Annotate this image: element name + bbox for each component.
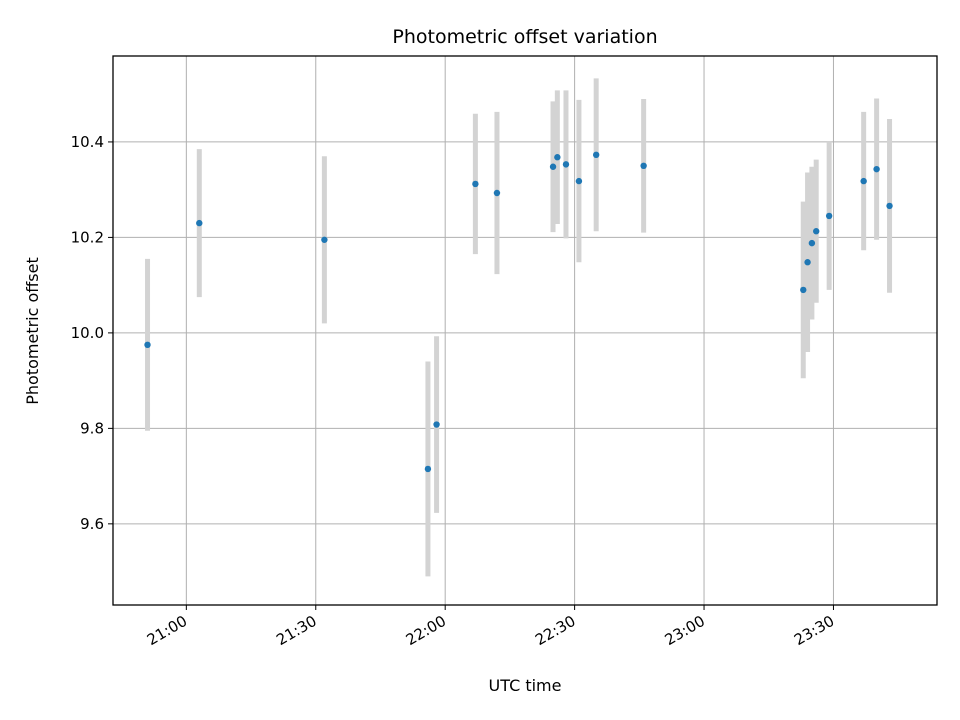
x-tick-label: 21:30 bbox=[273, 612, 319, 649]
y-tick-label: 10.2 bbox=[71, 228, 104, 246]
data-point bbox=[800, 286, 807, 294]
axis-ticks: 21:00 21:30 22:00 22:30 23:00 23:30 9.6 9.8 10.0… bbox=[71, 133, 838, 649]
y-tick-label: 9.6 bbox=[80, 515, 104, 533]
data-point bbox=[804, 259, 811, 266]
data-point bbox=[493, 189, 501, 197]
x-tick-label: 21:00 bbox=[144, 612, 190, 649]
plot-frame bbox=[112, 55, 938, 606]
data-point bbox=[808, 239, 816, 247]
data-point bbox=[424, 465, 432, 473]
y-axis-label: Photometric offset bbox=[23, 257, 42, 405]
data-point bbox=[592, 151, 600, 159]
error-bars bbox=[145, 78, 893, 577]
data-point bbox=[873, 165, 880, 173]
x-tick-label: 23:00 bbox=[662, 612, 708, 649]
data-point bbox=[860, 177, 867, 185]
data-point bbox=[144, 341, 151, 349]
x-axis-label: UTC time bbox=[489, 676, 562, 695]
data-point bbox=[554, 154, 561, 161]
y-tick-label: 9.8 bbox=[80, 419, 104, 437]
x-tick-label: 22:00 bbox=[403, 612, 449, 649]
data-point bbox=[321, 236, 328, 243]
y-tick-label: 10.0 bbox=[71, 324, 104, 342]
data-point bbox=[196, 219, 203, 227]
data-point bbox=[562, 161, 570, 168]
data-point bbox=[825, 212, 833, 220]
data-point bbox=[575, 177, 583, 185]
y-tick-label: 10.4 bbox=[71, 133, 104, 151]
chart-title: Photometric offset variation bbox=[392, 26, 657, 48]
x-tick-label: 23:30 bbox=[791, 612, 837, 649]
data-point bbox=[472, 180, 479, 188]
data-point bbox=[433, 421, 440, 428]
data-point bbox=[549, 163, 557, 170]
grid-lines bbox=[113, 56, 937, 605]
data-point bbox=[813, 228, 820, 235]
data-markers bbox=[144, 151, 893, 473]
data-point bbox=[640, 162, 647, 169]
x-tick-label: 22:30 bbox=[532, 612, 578, 649]
data-point bbox=[886, 202, 893, 210]
